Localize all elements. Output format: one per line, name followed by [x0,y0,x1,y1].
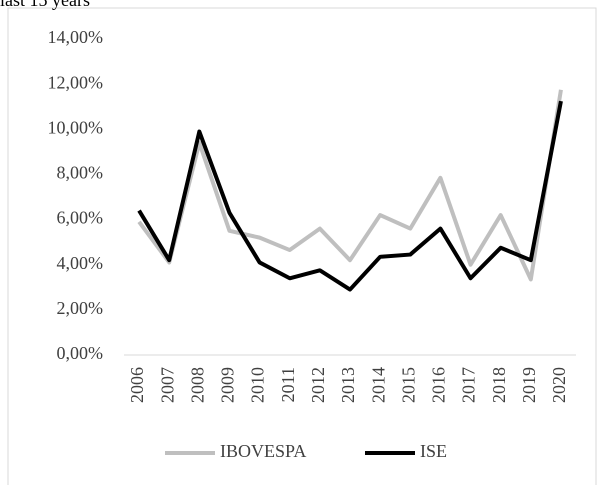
legend-label: ISE [420,441,447,461]
y-tick-label: 14,00% [48,27,104,47]
x-tick-label: 2020 [549,367,569,403]
y-tick-label: 12,00% [48,72,104,92]
x-tick-label: 2013 [338,367,358,403]
y-tick-label: 6,00% [57,208,104,228]
x-tick-label: 2006 [127,367,147,403]
x-tick-label: 2008 [187,367,207,403]
legend-label: IBOVESPA [220,441,306,461]
y-tick-label: 2,00% [57,298,104,318]
x-tick-label: 2009 [218,367,238,403]
series-line [137,100,563,292]
x-tick-label: 2016 [429,367,449,403]
series-line [137,89,563,282]
y-tick-label: 8,00% [57,163,104,183]
x-tick-label: 2010 [248,367,268,403]
x-tick-label: 2015 [398,367,418,403]
x-tick-label: 2019 [519,367,539,403]
x-tick-label: 2014 [368,367,388,403]
y-tick-label: 10,00% [48,117,104,137]
x-tick-label: 2018 [489,367,509,403]
y-tick-label: 4,00% [57,253,104,273]
chart-title: last 15 years [0,0,90,10]
y-tick-label: 0,00% [57,343,104,363]
x-tick-label: 2017 [459,367,479,403]
chart-border [7,7,597,485]
x-tick-label: 2012 [308,367,328,403]
x-tick-label: 2011 [278,367,298,402]
x-tick-label: 2007 [157,367,177,403]
